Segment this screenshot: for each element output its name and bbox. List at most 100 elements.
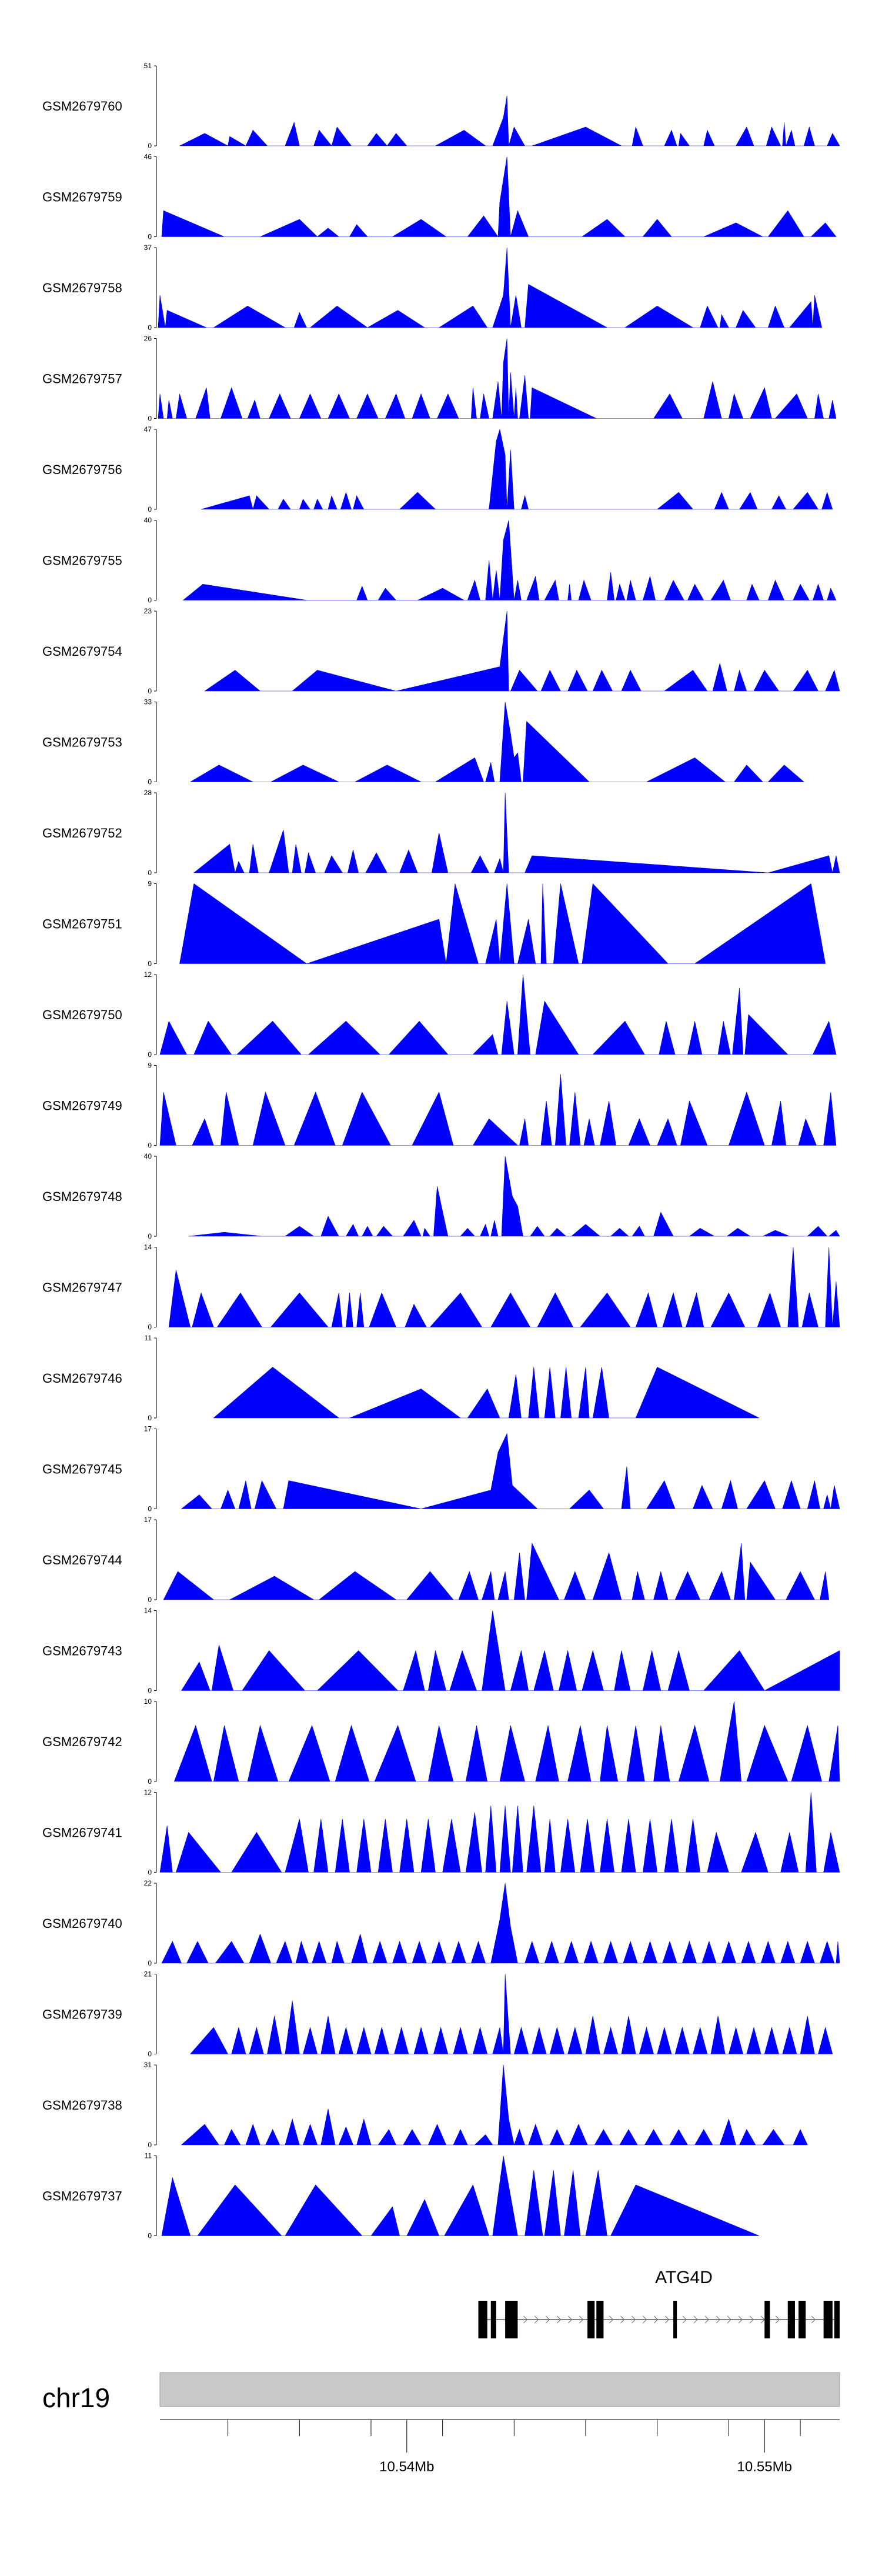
track-GSM2679744: GSM2679744 17 0 (42, 1516, 830, 1604)
track-GSM2679743: GSM2679743 14 0 (42, 1607, 840, 1695)
track-y-min-label: 0 (148, 323, 152, 332)
track-label: GSM2679747 (42, 1280, 122, 1295)
track-y-max-label: 31 (144, 2061, 152, 2069)
genome-axis: 10.54Mb 10.55Mb (160, 2419, 840, 2475)
track-label: GSM2679743 (42, 1644, 122, 1659)
coverage-area (161, 2155, 760, 2236)
strand-arrow (523, 2315, 528, 2324)
genome-axis-label: 10.54Mb (379, 2459, 434, 2475)
track-GSM2679750: GSM2679750 12 0 (42, 970, 837, 1059)
track-y-max-label: 40 (144, 516, 152, 525)
track-y-max-label: 9 (148, 880, 152, 888)
track-y-max-label: 11 (145, 2152, 152, 2160)
strand-arrow (760, 2315, 766, 2324)
coverage-area (159, 1792, 840, 1873)
track-y-max-label: 23 (144, 607, 152, 615)
track-label: GSM2679754 (42, 644, 122, 659)
coverage-area (213, 1367, 760, 1419)
track-y-min-label: 0 (148, 1777, 152, 1786)
track-y-max-label: 28 (144, 789, 152, 797)
track-y-min-label: 0 (148, 1142, 152, 1150)
track-label: GSM2679752 (42, 826, 122, 840)
strand-arrow (534, 2315, 539, 2324)
track-GSM2679749: GSM2679749 9 0 (42, 1062, 837, 1150)
track-GSM2679753: GSM2679753 33 0 (42, 698, 805, 786)
exon (673, 2301, 677, 2338)
exon (596, 2301, 604, 2338)
coverage-area (190, 1974, 833, 2054)
track-y-max-label: 21 (144, 1970, 152, 1978)
track-GSM2679748: GSM2679748 40 0 (42, 1152, 840, 1240)
strand-arrow (716, 2315, 721, 2324)
track-y-max-label: 40 (144, 1152, 152, 1160)
track-GSM2679738: GSM2679738 31 0 (42, 2061, 808, 2149)
track-label: GSM2679741 (42, 1826, 122, 1840)
track-y-min-label: 0 (148, 1596, 152, 1604)
coverage-area (173, 1701, 840, 1782)
track-label: GSM2679756 (42, 462, 122, 477)
track-label: GSM2679745 (42, 1462, 122, 1477)
strand-arrow (704, 2315, 710, 2324)
track-label: GSM2679749 (42, 1099, 122, 1113)
strand-arrow (567, 2315, 573, 2324)
strand-arrow (556, 2315, 562, 2324)
track-y-max-label: 12 (144, 970, 152, 979)
strand-arrow (665, 2315, 670, 2324)
exon (823, 2301, 833, 2338)
track-y-min-label: 0 (148, 1323, 152, 1332)
coverage-area (181, 1433, 840, 1509)
track-y-min-label: 0 (148, 1505, 152, 1513)
track-label: GSM2679757 (42, 372, 122, 386)
track-y-max-label: 37 (144, 243, 152, 252)
exon (799, 2301, 806, 2338)
strand-arrow (654, 2315, 659, 2324)
track-y-max-label: 46 (144, 153, 152, 161)
track-GSM2679759: GSM2679759 46 0 (42, 153, 837, 241)
track-label: GSM2679744 (42, 1553, 122, 1567)
coverage-area (161, 1883, 840, 1964)
track-y-min-label: 0 (148, 687, 152, 695)
strand-arrow (727, 2315, 732, 2324)
coverage-area (181, 2064, 808, 2146)
track-y-max-label: 17 (144, 1425, 152, 1433)
track-label: GSM2679755 (42, 553, 122, 568)
chromosome-ideogram-track: chr19 (42, 2372, 840, 2413)
track-label: GSM2679739 (42, 2007, 122, 2022)
track-y-max-label: 51 (144, 62, 152, 70)
track-y-min-label: 0 (148, 415, 152, 423)
coverage-area (181, 1610, 840, 1691)
exon (787, 2301, 795, 2338)
track-GSM2679741: GSM2679741 12 0 (42, 1788, 840, 1877)
track-GSM2679754: GSM2679754 23 0 (42, 607, 840, 695)
coverage-area (188, 1156, 840, 1237)
track-y-max-label: 9 (148, 1062, 152, 1070)
coverage-area (179, 95, 840, 146)
exon (505, 2301, 518, 2338)
chromosome-label: chr19 (42, 2383, 110, 2413)
exon (587, 2301, 595, 2338)
track-label: GSM2679759 (42, 190, 122, 205)
track-GSM2679755: GSM2679755 40 0 (42, 516, 837, 605)
coverage-area (159, 974, 837, 1055)
coverage-tracks: GSM2679760510GSM2679759460GSM2679758370G… (42, 62, 840, 2240)
track-y-max-label: 22 (144, 1879, 152, 1887)
track-GSM2679756: GSM2679756 47 0 (42, 425, 833, 513)
track-y-min-label: 0 (148, 596, 152, 605)
track-GSM2679742: GSM2679742 10 0 (42, 1697, 840, 1786)
track-y-min-label: 0 (148, 1868, 152, 1877)
strand-arrow (811, 2315, 816, 2324)
track-GSM2679747: GSM2679747 14 0 (42, 1243, 840, 1332)
track-y-max-label: 14 (144, 1243, 152, 1252)
track-label: GSM2679737 (42, 2189, 122, 2204)
track-label: GSM2679753 (42, 735, 122, 750)
track-label: GSM2679760 (42, 99, 122, 114)
track-GSM2679752: GSM2679752 28 0 (42, 789, 840, 877)
strand-arrow (609, 2315, 614, 2324)
strand-arrow (749, 2315, 754, 2324)
exon (834, 2301, 840, 2338)
track-y-min-label: 0 (148, 2232, 152, 2240)
track-GSM2679746: GSM2679746 11 0 (42, 1334, 760, 1422)
strand-arrow (775, 2315, 780, 2324)
exon (764, 2301, 770, 2338)
strand-arrow (682, 2315, 687, 2324)
